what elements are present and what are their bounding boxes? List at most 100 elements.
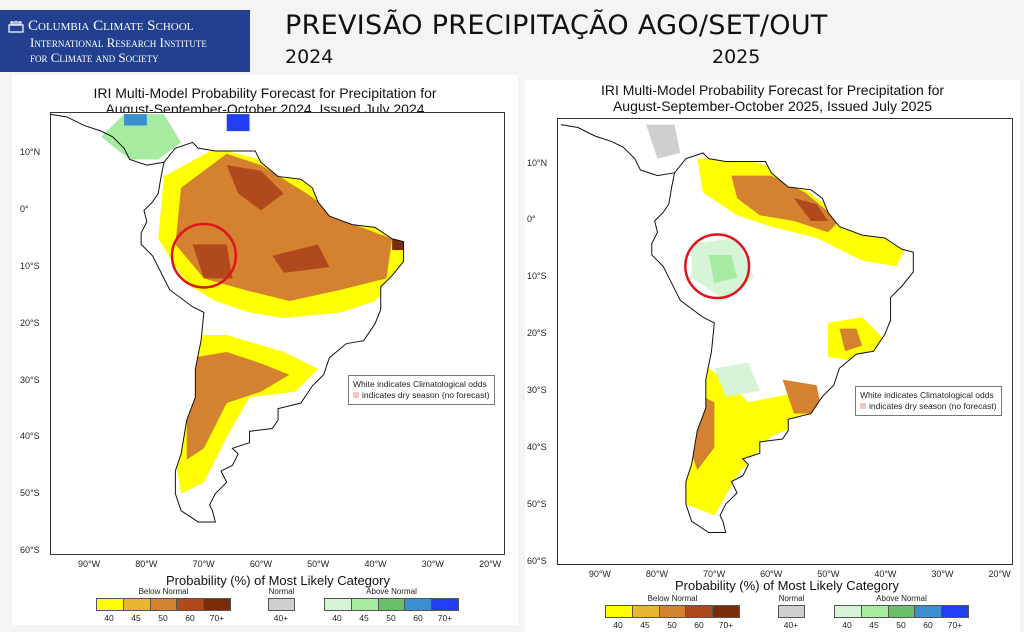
forecast-probability-region <box>124 114 147 126</box>
legend-tick: 50 <box>667 620 677 630</box>
legend-swatch <box>659 606 687 617</box>
forecast-probability-region <box>101 114 182 160</box>
legend-swatch <box>861 606 889 617</box>
crown-icon <box>8 20 24 33</box>
legend-swatch <box>915 606 943 617</box>
lat-tick-label: 60°S <box>527 555 547 566</box>
legend-tick: 40 <box>842 620 852 630</box>
highlight-circle <box>172 224 236 287</box>
south-america-coastline <box>652 153 914 533</box>
note-dry-season: indicates dry season (no forecast) <box>860 401 997 412</box>
legend-swatch <box>713 606 739 617</box>
legend-title: Probability (%) of Most Likely Category <box>166 573 390 588</box>
lon-tick-label: 70°W <box>192 559 215 569</box>
logo-line-1: Columbia Climate School <box>28 18 194 34</box>
legend-swatch <box>177 599 205 610</box>
lat-tick-label: 0° <box>527 214 536 225</box>
below-normal-label: Below Normal <box>647 594 698 603</box>
legend-swatch <box>378 599 406 610</box>
forecast-probability-region <box>175 153 393 302</box>
normal-colorbar <box>778 605 805 618</box>
forecast-probability-region <box>192 244 233 279</box>
legend-tick: 60 <box>923 620 933 630</box>
lat-tick-label: 30°S <box>527 385 547 396</box>
map-title-line-1: IRI Multi-Model Probability Forecast for… <box>93 85 437 101</box>
legend-tick: 70+ <box>209 613 225 623</box>
legend-tick: 40+ <box>783 620 799 630</box>
lat-tick-label: 40°S <box>20 431 40 442</box>
dry-season-swatch <box>860 403 866 409</box>
forecast-probability-region <box>714 362 760 397</box>
legend-tick: 70+ <box>718 620 734 630</box>
lon-tick-label: 90°W <box>588 569 611 579</box>
forecast-probability-region <box>646 124 681 159</box>
lat-tick-label: 10°N <box>527 157 548 168</box>
legend-swatch <box>269 599 294 610</box>
precipitation-map <box>557 118 1013 565</box>
lon-tick-label: 50°W <box>307 559 330 569</box>
legend-tick: 70+ <box>947 620 963 630</box>
lat-tick-label: 10°S <box>527 271 547 282</box>
normal-label: Normal <box>268 587 295 596</box>
lat-tick-label: 10°N <box>20 146 41 157</box>
map-title-line-2: August-September-October 2025, Issued Ju… <box>612 98 933 114</box>
precipitation-map <box>50 112 505 555</box>
lon-tick-label: 20°W <box>988 569 1011 579</box>
slide-title: PREVISÃO PRECIPITAÇÃO AGO/SET/OUT <box>285 10 828 41</box>
legend-swatch <box>204 599 230 610</box>
forecast-probability-region <box>708 254 738 284</box>
lat-tick-label: 50°S <box>20 488 40 499</box>
legend-tick: 45 <box>131 613 141 623</box>
below-normal-label: Below Normal <box>138 587 189 596</box>
legend-tick: 45 <box>640 620 650 630</box>
legend-tick: 45 <box>359 613 369 623</box>
legend-swatch <box>432 599 458 610</box>
lat-tick-label: 50°S <box>527 498 547 509</box>
lon-tick-label: 80°W <box>135 559 158 569</box>
legend-swatch <box>97 599 124 610</box>
lon-tick-label: 20°W <box>479 559 502 569</box>
legend-tick: 45 <box>869 620 879 630</box>
map-title: IRI Multi-Model Probability Forecast for… <box>525 82 1020 114</box>
map-title-line-1: IRI Multi-Model Probability Forecast for… <box>600 82 945 98</box>
forecast-probability-region <box>226 114 250 132</box>
lat-tick-label: 0° <box>20 203 29 214</box>
legend-note-box: White indicates Climatological odds indic… <box>348 375 495 405</box>
legend-tick: 60 <box>694 620 704 630</box>
legend-tick: 70+ <box>437 613 453 623</box>
dry-season-swatch <box>353 392 359 398</box>
legend-swatch <box>888 606 916 617</box>
legend-tick: 40 <box>613 620 623 630</box>
legend-swatch <box>606 606 633 617</box>
normal-label: Normal <box>778 594 805 603</box>
lon-tick-label: 60°W <box>760 569 783 579</box>
above-normal-colorbar <box>324 598 459 611</box>
legend-tick: 40 <box>332 613 342 623</box>
forecast-panel-2024: IRI Multi-Model Probability Forecast for… <box>12 75 518 625</box>
legend-swatch <box>942 606 968 617</box>
legend-tick: 40 <box>104 613 114 623</box>
legend-title: Probability (%) of Most Likely Category <box>675 578 899 593</box>
highlight-circle <box>685 235 749 298</box>
lon-tick-label: 80°W <box>645 569 669 579</box>
above-normal-label: Above Normal <box>366 587 417 596</box>
year-label-2024: 2024 <box>285 46 334 68</box>
above-normal-colorbar <box>834 605 969 618</box>
note-dry-season-text: indicates dry season (no forecast) <box>869 401 997 411</box>
above-normal-label: Above Normal <box>876 594 927 603</box>
legend-swatch <box>405 599 433 610</box>
lat-tick-label: 40°S <box>527 442 547 453</box>
legend-tick: 60 <box>413 613 423 623</box>
south-america-coastline <box>141 142 403 522</box>
legend-note-box: White indicates Climatological odds indic… <box>855 386 1002 416</box>
lat-tick-label: 20°S <box>527 328 547 339</box>
lon-tick-label: 90°W <box>77 559 101 569</box>
logo-line-2: International Research Institute <box>30 35 207 50</box>
legend-tick: 50 <box>386 613 396 623</box>
year-label-2025: 2025 <box>712 46 761 68</box>
below-normal-colorbar <box>96 598 231 611</box>
lon-tick-label: 30°W <box>931 569 954 579</box>
forecast-probability-region <box>272 244 330 273</box>
note-dry-season-text: indicates dry season (no forecast) <box>362 390 490 400</box>
lon-tick-label: 30°W <box>421 559 444 569</box>
